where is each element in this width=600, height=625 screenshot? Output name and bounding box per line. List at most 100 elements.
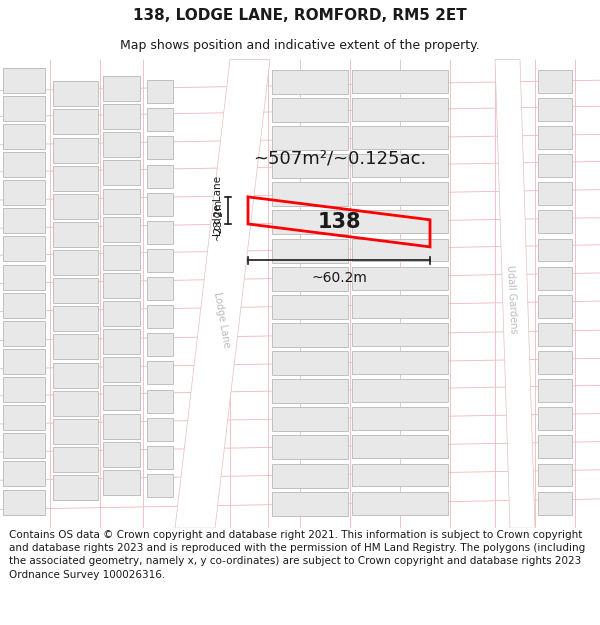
Polygon shape [147,192,173,216]
Polygon shape [103,104,140,129]
Polygon shape [103,217,140,242]
Polygon shape [53,138,98,162]
Text: 138: 138 [317,212,361,232]
Polygon shape [272,267,348,291]
Polygon shape [272,182,348,206]
Polygon shape [3,152,45,177]
Polygon shape [3,349,45,374]
Polygon shape [3,405,45,430]
Polygon shape [53,194,98,219]
Polygon shape [538,98,572,121]
Polygon shape [147,389,173,412]
Polygon shape [538,323,572,346]
Polygon shape [147,136,173,159]
Text: Contains OS data © Crown copyright and database right 2021. This information is : Contains OS data © Crown copyright and d… [9,530,585,579]
Polygon shape [103,273,140,298]
Polygon shape [103,161,140,186]
Text: Udall Gardens: Udall Gardens [505,264,519,334]
Polygon shape [352,211,448,233]
Polygon shape [352,295,448,318]
Polygon shape [103,245,140,270]
Polygon shape [538,379,572,402]
Polygon shape [53,391,98,416]
Polygon shape [147,80,173,103]
Polygon shape [103,329,140,354]
Polygon shape [538,267,572,289]
Polygon shape [147,333,173,356]
Polygon shape [103,386,140,411]
Polygon shape [103,470,140,495]
Polygon shape [272,98,348,122]
Polygon shape [103,414,140,439]
Text: ~507m²/~0.125ac.: ~507m²/~0.125ac. [253,149,427,168]
Polygon shape [538,70,572,92]
Polygon shape [147,474,173,497]
Polygon shape [3,236,45,261]
Polygon shape [352,323,448,346]
Polygon shape [538,351,572,374]
Polygon shape [53,334,98,359]
Polygon shape [538,154,572,177]
Polygon shape [147,108,173,131]
Polygon shape [272,492,348,516]
Polygon shape [538,239,572,261]
Polygon shape [3,489,45,514]
Polygon shape [495,59,535,528]
Polygon shape [352,98,448,121]
Polygon shape [103,76,140,101]
Polygon shape [538,126,572,149]
Polygon shape [352,70,448,92]
Polygon shape [147,446,173,469]
Polygon shape [53,222,98,247]
Polygon shape [538,408,572,430]
Polygon shape [147,249,173,272]
Polygon shape [3,68,45,92]
Polygon shape [3,124,45,149]
Polygon shape [53,278,98,303]
Polygon shape [103,357,140,382]
Polygon shape [53,475,98,500]
Polygon shape [538,182,572,205]
Polygon shape [147,277,173,300]
Polygon shape [53,362,98,388]
Text: 138, LODGE LANE, ROMFORD, RM5 2ET: 138, LODGE LANE, ROMFORD, RM5 2ET [133,8,467,22]
Polygon shape [53,109,98,134]
Polygon shape [3,461,45,486]
Polygon shape [272,154,348,178]
Polygon shape [272,70,348,94]
Polygon shape [538,436,572,458]
Polygon shape [272,379,348,403]
Polygon shape [272,408,348,431]
Polygon shape [103,189,140,214]
Text: ~23.2m: ~23.2m [213,198,223,240]
Polygon shape [3,321,45,346]
Polygon shape [175,59,270,528]
Polygon shape [352,267,448,289]
Polygon shape [352,492,448,514]
Polygon shape [103,301,140,326]
Polygon shape [352,379,448,402]
Polygon shape [352,408,448,430]
Polygon shape [147,418,173,441]
Polygon shape [352,351,448,374]
Polygon shape [538,492,572,514]
Polygon shape [352,154,448,177]
Polygon shape [272,351,348,375]
Polygon shape [53,447,98,472]
Text: Lodge Lane: Lodge Lane [213,176,223,236]
Polygon shape [103,442,140,467]
Polygon shape [53,81,98,106]
Polygon shape [352,464,448,486]
Polygon shape [272,436,348,459]
Polygon shape [272,464,348,488]
Polygon shape [147,164,173,188]
Polygon shape [3,180,45,205]
Polygon shape [352,126,448,149]
Polygon shape [53,250,98,275]
Polygon shape [272,239,348,262]
Polygon shape [3,292,45,318]
Polygon shape [538,211,572,233]
Polygon shape [3,264,45,289]
Text: ~60.2m: ~60.2m [311,271,367,285]
Polygon shape [272,211,348,234]
